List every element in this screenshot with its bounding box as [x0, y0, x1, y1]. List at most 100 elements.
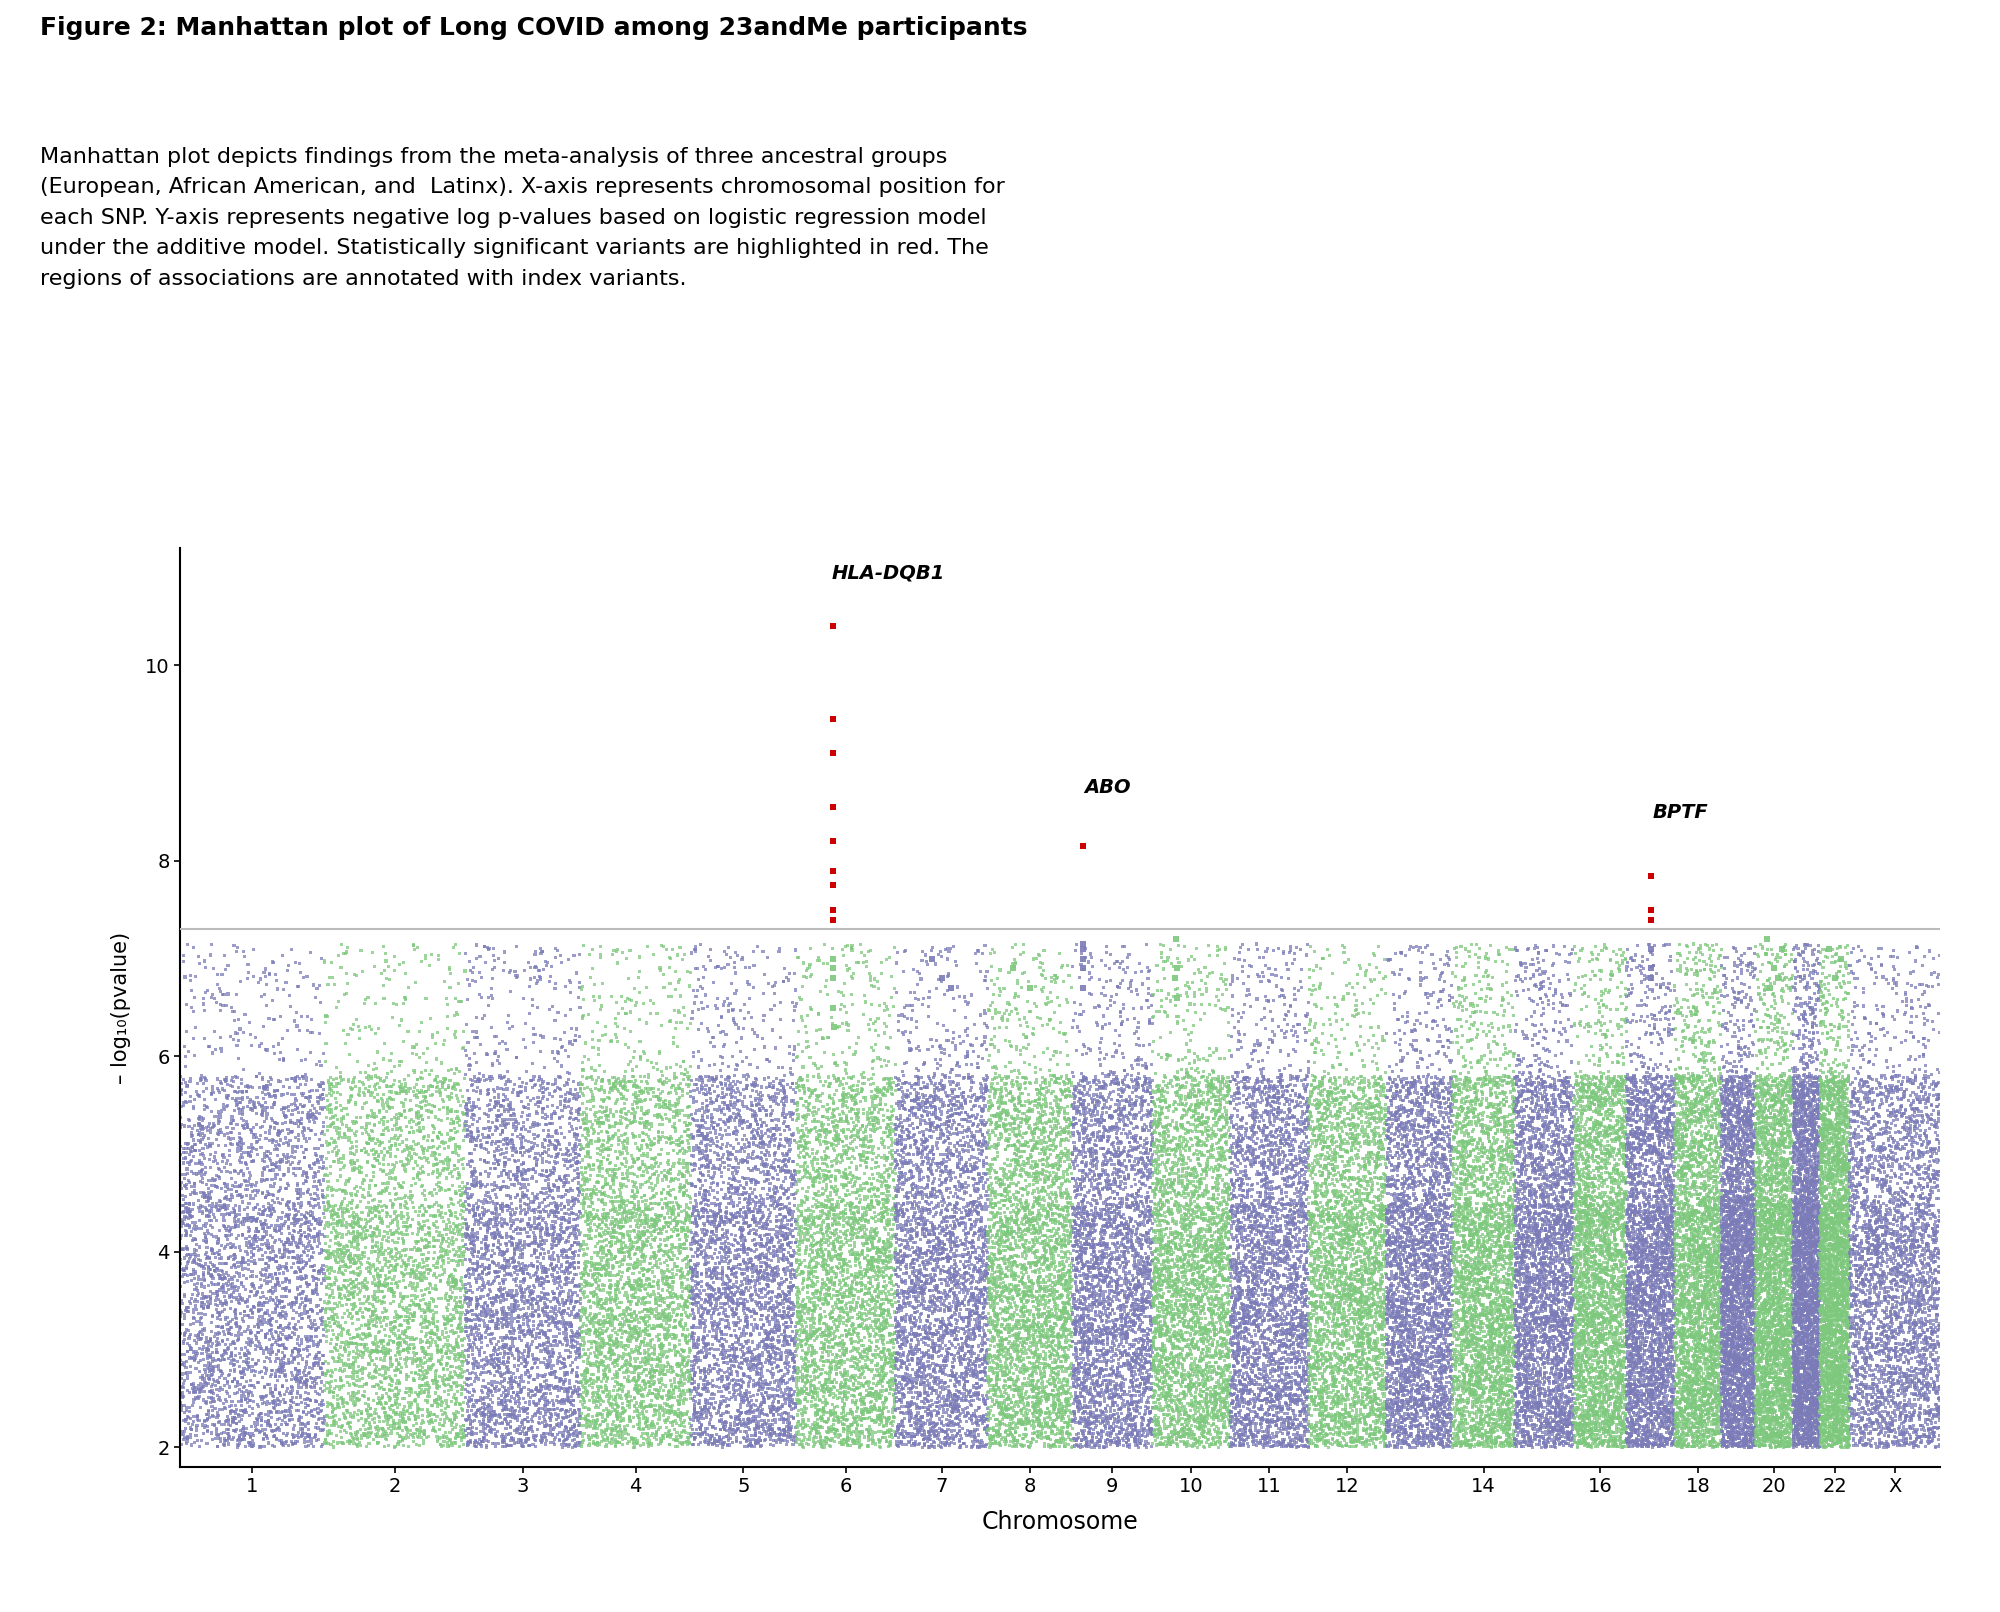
- Point: [992, 1233, 1024, 1259]
- Point: [1726, 1294, 1758, 1320]
- Point: [532, 1269, 564, 1294]
- Point: [1130, 1378, 1162, 1404]
- Point: [468, 1401, 500, 1427]
- Point: [1768, 1140, 1800, 1165]
- Point: [1074, 1138, 1106, 1164]
- Point: [802, 1419, 834, 1444]
- Point: [1442, 1096, 1474, 1122]
- Point: [916, 1320, 948, 1346]
- Point: [732, 1196, 764, 1222]
- Point: [1668, 1264, 1700, 1290]
- Point: [1730, 1367, 1762, 1393]
- Point: [1134, 1194, 1166, 1220]
- Point: [1088, 1086, 1120, 1112]
- Point: [1784, 1232, 1816, 1257]
- Point: [238, 1122, 270, 1148]
- Point: [1792, 1109, 1824, 1135]
- Point: [1414, 1420, 1446, 1446]
- Point: [1198, 1211, 1230, 1236]
- Point: [850, 1282, 882, 1307]
- Point: [980, 1222, 1012, 1248]
- Point: [850, 1146, 882, 1172]
- Point: [1006, 1253, 1038, 1278]
- Point: [254, 1399, 286, 1425]
- Point: [1146, 1357, 1178, 1383]
- Point: [1210, 1314, 1242, 1340]
- Point: [1648, 1220, 1680, 1246]
- Point: [1810, 1428, 1842, 1454]
- Point: [1612, 1256, 1644, 1282]
- Point: [192, 1220, 224, 1246]
- Point: [1172, 1096, 1204, 1122]
- Point: [1284, 1425, 1316, 1451]
- Point: [1784, 1277, 1816, 1302]
- Point: [1304, 1420, 1336, 1446]
- Point: [1446, 1349, 1478, 1375]
- Point: [1686, 1201, 1718, 1227]
- Point: [1742, 1132, 1774, 1157]
- Point: [1700, 1309, 1732, 1335]
- Point: [282, 1375, 314, 1401]
- Point: [1672, 1377, 1704, 1402]
- Point: [1580, 962, 1612, 988]
- Point: [1830, 1211, 1862, 1236]
- Point: [1570, 1431, 1602, 1457]
- Point: [412, 1215, 444, 1241]
- Point: [1310, 1182, 1342, 1207]
- Point: [1582, 1198, 1614, 1224]
- Point: [1592, 1106, 1624, 1132]
- Point: [712, 1364, 744, 1390]
- Point: [1770, 1227, 1802, 1253]
- Point: [416, 1406, 448, 1431]
- Point: [1508, 1394, 1540, 1420]
- Point: [1796, 1425, 1828, 1451]
- Point: [1670, 1307, 1702, 1333]
- Point: [1160, 1417, 1192, 1443]
- Point: [690, 1186, 722, 1212]
- Point: [876, 1348, 908, 1373]
- Point: [1758, 1343, 1790, 1369]
- Point: [1574, 1419, 1606, 1444]
- Point: [624, 1269, 656, 1294]
- Point: [388, 1262, 420, 1288]
- Point: [1726, 1104, 1758, 1130]
- Point: [1810, 1227, 1842, 1253]
- Point: [1816, 1286, 1848, 1312]
- Point: [310, 1128, 342, 1154]
- Point: [666, 1232, 698, 1257]
- Point: [1780, 1404, 1812, 1430]
- Point: [776, 1256, 808, 1282]
- Point: [1796, 1290, 1828, 1315]
- Point: [1786, 1183, 1818, 1209]
- Point: [1786, 1393, 1818, 1419]
- Point: [1568, 1425, 1600, 1451]
- Point: [1896, 1401, 1928, 1427]
- Point: [716, 998, 748, 1024]
- Point: [902, 1338, 934, 1364]
- Point: [1310, 1167, 1342, 1193]
- Point: [372, 1306, 404, 1332]
- Point: [1602, 1364, 1634, 1390]
- Point: [1292, 1107, 1324, 1133]
- Point: [868, 1199, 900, 1225]
- Point: [1412, 1107, 1444, 1133]
- Point: [1576, 1196, 1608, 1222]
- Point: [898, 1280, 930, 1306]
- Point: [1620, 1109, 1652, 1135]
- Point: [316, 1103, 348, 1128]
- Point: [1248, 1067, 1280, 1093]
- Point: [1880, 970, 1912, 996]
- Point: [362, 1066, 394, 1091]
- Point: [472, 935, 504, 961]
- Point: [1604, 1238, 1636, 1264]
- Point: [1520, 1219, 1552, 1244]
- Point: [1184, 1370, 1216, 1396]
- Point: [282, 1170, 314, 1196]
- Point: [776, 1383, 808, 1409]
- Point: [1484, 1072, 1516, 1098]
- Point: [1662, 1075, 1694, 1101]
- Point: [362, 1333, 394, 1359]
- Point: [1778, 1240, 1810, 1265]
- Point: [1842, 1359, 1874, 1385]
- Point: [1606, 1204, 1638, 1230]
